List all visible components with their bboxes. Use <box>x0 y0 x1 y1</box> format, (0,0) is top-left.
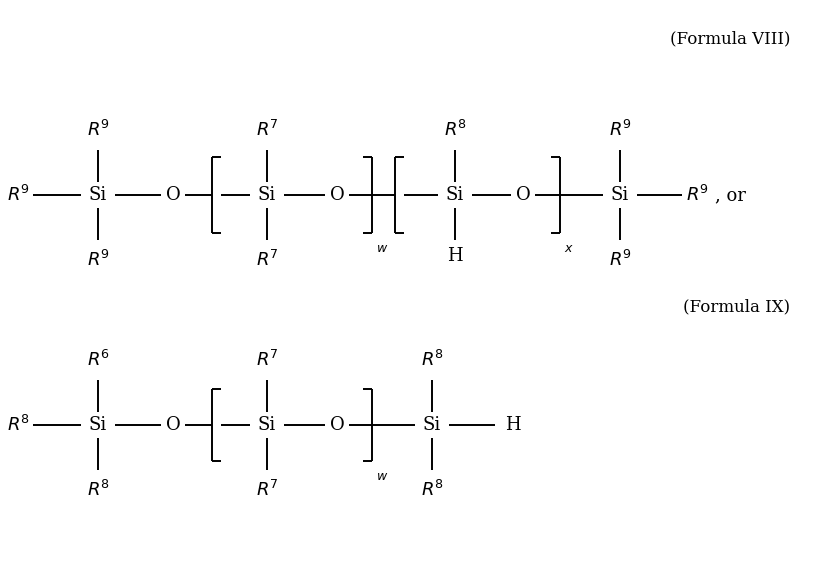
Text: $R^8$: $R^8$ <box>421 350 444 370</box>
Text: O: O <box>330 186 344 204</box>
Text: O: O <box>166 186 181 204</box>
Text: $R^9$: $R^9$ <box>609 120 631 140</box>
Text: H: H <box>505 416 521 434</box>
Text: Si: Si <box>89 416 107 434</box>
Text: O: O <box>166 416 181 434</box>
Text: , or: , or <box>715 186 746 204</box>
Text: $R^7$: $R^7$ <box>256 480 278 500</box>
Text: $R^9$: $R^9$ <box>87 120 110 140</box>
Text: (Formula IX): (Formula IX) <box>683 298 790 315</box>
Text: Si: Si <box>89 186 107 204</box>
Text: $R^8$: $R^8$ <box>444 120 466 140</box>
Text: $R^6$: $R^6$ <box>87 350 110 370</box>
Text: $R^9$: $R^9$ <box>609 250 631 270</box>
Text: $w$: $w$ <box>376 242 389 255</box>
Text: Si: Si <box>258 186 276 204</box>
Text: $R^8$: $R^8$ <box>7 415 30 435</box>
Text: Si: Si <box>610 186 629 204</box>
Text: $R^9$: $R^9$ <box>686 185 709 205</box>
Text: $R^8$: $R^8$ <box>421 480 444 500</box>
Text: $R^7$: $R^7$ <box>256 350 278 370</box>
Text: H: H <box>447 247 463 265</box>
Text: (Formula VIII): (Formula VIII) <box>670 31 790 48</box>
Text: $R^9$: $R^9$ <box>7 185 30 205</box>
Text: Si: Si <box>423 416 441 434</box>
Text: $w$: $w$ <box>376 470 389 483</box>
Text: Si: Si <box>258 416 276 434</box>
Text: O: O <box>330 416 344 434</box>
Text: $x$: $x$ <box>564 242 574 255</box>
Text: Si: Si <box>446 186 464 204</box>
Text: $R^8$: $R^8$ <box>87 480 110 500</box>
Text: $R^9$: $R^9$ <box>87 250 110 270</box>
Text: $R^7$: $R^7$ <box>256 250 278 270</box>
Text: O: O <box>516 186 530 204</box>
Text: $R^7$: $R^7$ <box>256 120 278 140</box>
